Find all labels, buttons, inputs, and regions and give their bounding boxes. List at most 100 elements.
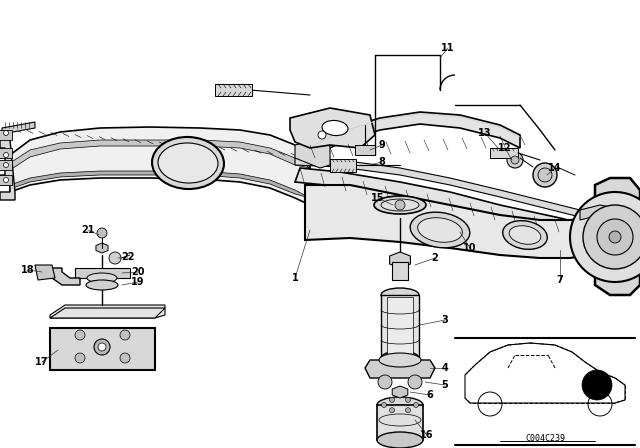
Ellipse shape: [158, 143, 218, 183]
Text: 17: 17: [35, 357, 49, 367]
Polygon shape: [295, 168, 600, 240]
Polygon shape: [580, 205, 615, 220]
Circle shape: [75, 330, 85, 340]
Circle shape: [538, 168, 552, 182]
Polygon shape: [387, 297, 413, 356]
Polygon shape: [0, 148, 12, 158]
Circle shape: [533, 163, 557, 187]
Circle shape: [406, 397, 410, 402]
Polygon shape: [10, 127, 310, 205]
Polygon shape: [365, 360, 435, 378]
Polygon shape: [0, 130, 12, 140]
Polygon shape: [0, 175, 12, 185]
Text: 20: 20: [131, 267, 145, 277]
Text: 5: 5: [442, 380, 449, 390]
Polygon shape: [295, 138, 330, 168]
Polygon shape: [2, 122, 35, 134]
Circle shape: [97, 228, 107, 238]
Polygon shape: [381, 295, 419, 358]
Text: 16: 16: [420, 430, 434, 440]
Polygon shape: [10, 140, 310, 170]
Text: 19: 19: [131, 277, 145, 287]
Ellipse shape: [379, 353, 421, 367]
Polygon shape: [355, 145, 375, 155]
Ellipse shape: [418, 218, 462, 242]
Polygon shape: [377, 405, 423, 440]
Circle shape: [408, 375, 422, 389]
Circle shape: [381, 402, 387, 408]
Bar: [392, 262, 408, 280]
Text: 2: 2: [431, 253, 438, 263]
Polygon shape: [35, 265, 55, 280]
Circle shape: [3, 152, 8, 158]
Ellipse shape: [509, 226, 541, 244]
Text: 11: 11: [441, 43, 455, 53]
Ellipse shape: [381, 288, 419, 302]
Polygon shape: [390, 252, 410, 268]
Polygon shape: [215, 84, 252, 96]
Text: 9: 9: [379, 140, 385, 150]
Text: 10: 10: [463, 243, 477, 253]
Text: 21: 21: [81, 225, 95, 235]
Ellipse shape: [86, 280, 118, 290]
Ellipse shape: [381, 199, 419, 211]
Polygon shape: [10, 171, 310, 198]
Polygon shape: [310, 112, 520, 158]
Ellipse shape: [381, 351, 419, 365]
Text: 18: 18: [21, 265, 35, 275]
Polygon shape: [595, 178, 640, 295]
Circle shape: [120, 330, 130, 340]
Polygon shape: [0, 138, 15, 200]
Text: 15: 15: [371, 193, 385, 203]
Text: 12: 12: [499, 143, 512, 153]
Text: C004C239: C004C239: [525, 434, 565, 443]
Circle shape: [98, 343, 106, 351]
Ellipse shape: [374, 196, 426, 214]
Circle shape: [507, 152, 523, 168]
Circle shape: [378, 375, 392, 389]
Text: 8: 8: [379, 157, 385, 167]
Text: 3: 3: [442, 315, 449, 325]
Ellipse shape: [377, 432, 423, 448]
Polygon shape: [490, 148, 518, 158]
Ellipse shape: [152, 137, 224, 189]
Circle shape: [395, 200, 405, 210]
Circle shape: [3, 177, 8, 182]
Polygon shape: [0, 160, 12, 170]
Polygon shape: [50, 308, 165, 318]
Circle shape: [390, 408, 394, 413]
Ellipse shape: [87, 273, 117, 283]
Circle shape: [609, 231, 621, 243]
Text: 7: 7: [557, 275, 563, 285]
Circle shape: [318, 131, 326, 139]
Polygon shape: [330, 159, 356, 172]
Ellipse shape: [322, 121, 348, 136]
Circle shape: [406, 408, 410, 413]
Circle shape: [583, 205, 640, 269]
Polygon shape: [305, 185, 590, 258]
Circle shape: [3, 163, 8, 168]
Text: 1: 1: [292, 273, 298, 283]
Circle shape: [570, 192, 640, 282]
Polygon shape: [392, 386, 408, 398]
Polygon shape: [290, 108, 375, 148]
Polygon shape: [50, 305, 165, 318]
Ellipse shape: [410, 212, 470, 248]
Circle shape: [3, 130, 8, 135]
Circle shape: [597, 219, 633, 255]
Circle shape: [109, 252, 121, 264]
Circle shape: [390, 397, 394, 402]
Text: 6: 6: [427, 390, 433, 400]
Circle shape: [120, 353, 130, 363]
Text: 4: 4: [442, 363, 449, 373]
Polygon shape: [295, 158, 600, 222]
Text: 13: 13: [478, 128, 492, 138]
Polygon shape: [50, 328, 155, 370]
Polygon shape: [52, 268, 80, 285]
Text: 14: 14: [548, 163, 562, 173]
Circle shape: [582, 370, 612, 400]
Circle shape: [511, 156, 519, 164]
Circle shape: [413, 402, 419, 408]
Ellipse shape: [502, 221, 547, 250]
Circle shape: [94, 339, 110, 355]
